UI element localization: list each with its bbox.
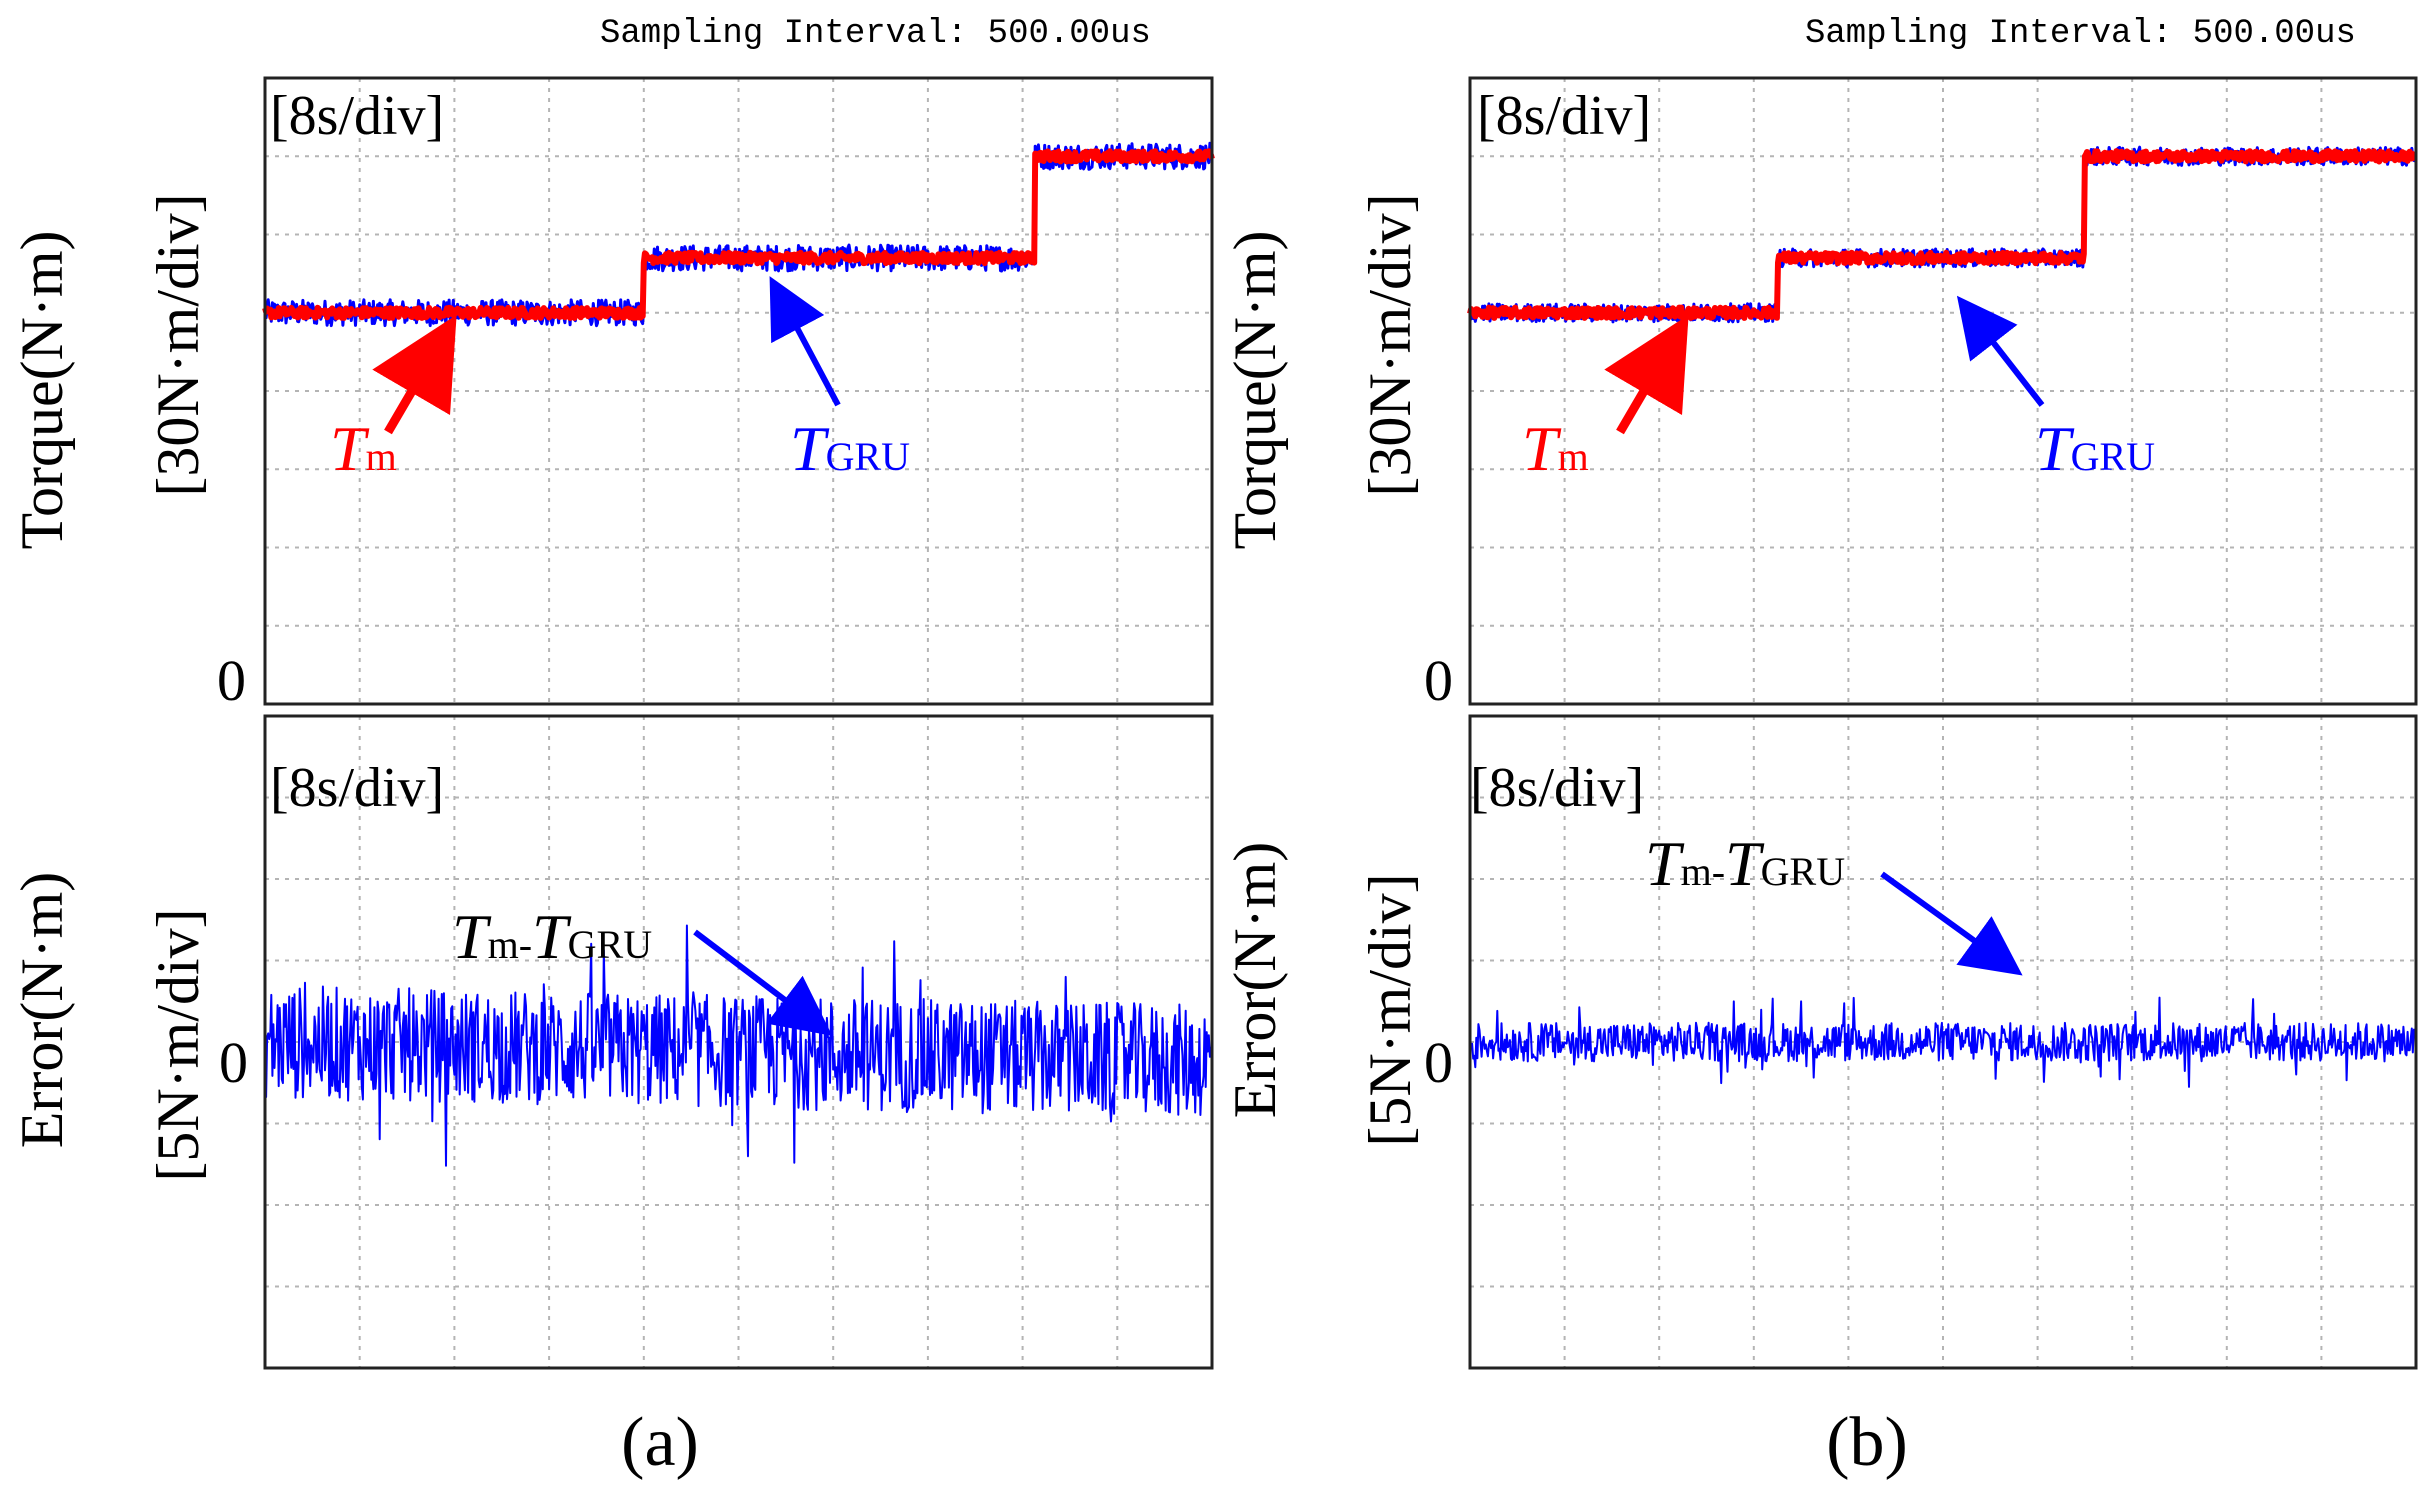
series-line-tm xyxy=(262,148,1215,321)
annotation-error: Tm-TGRU xyxy=(1645,828,2023,976)
y-axis-label: Error(N·m) xyxy=(9,872,75,1149)
grid-b-bottom xyxy=(1470,716,2416,1368)
error-chart-b: [8s/div] 0 Error(N·m) [5N·m/div] Tm-TGRU xyxy=(1222,714,2418,1370)
arrow-error xyxy=(1880,871,2023,976)
torque-chart-b: [8s/div] 0 Torque(N·m) [30N·m/div] Tm TG… xyxy=(1222,76,2418,713)
traces-b-bottom xyxy=(1469,996,2417,1088)
arrow-tgru xyxy=(1956,295,2045,407)
svg-text:TGRU: TGRU xyxy=(2035,413,2155,484)
plot-frame xyxy=(263,76,1214,706)
svg-text:Tm-TGRU: Tm-TGRU xyxy=(452,901,652,972)
y-scale-label: [30N·m/div] xyxy=(145,193,211,496)
series-line-tm-tgru xyxy=(1469,996,2417,1088)
sampling-interval-a: Sampling Interval: 500.00us xyxy=(600,15,1151,53)
arrow-tm xyxy=(1604,314,1689,435)
arrow-tgru xyxy=(769,276,841,407)
svg-text:TGRU: TGRU xyxy=(790,413,910,484)
sampling-interval-b: Sampling Interval: 500.00us xyxy=(1805,15,2356,53)
svg-text:Tm: Tm xyxy=(1522,413,1589,484)
y-axis-label: Error(N·m) xyxy=(1222,842,1288,1119)
y-axis-label: Torque(N·m) xyxy=(9,230,75,549)
tm-base: T xyxy=(330,413,370,484)
caption-b: (b) xyxy=(1826,1404,1908,1481)
annotation-tm: Tm xyxy=(1522,314,1689,484)
time-scale-label: [8s/div] xyxy=(270,85,444,147)
grid-a-top xyxy=(265,78,1212,704)
arrow-tm xyxy=(372,314,457,435)
y-zero-label: 0 xyxy=(1424,1030,1453,1095)
arrow-error xyxy=(693,929,833,1036)
annotation-tgru: TGRU xyxy=(1956,295,2155,484)
grid-a-bottom xyxy=(265,716,1212,1368)
traces-a-bottom xyxy=(264,924,1213,1167)
svg-text:Tm-TGRU: Tm-TGRU xyxy=(1645,828,1845,899)
torque-chart-a: [8s/div] 0 Torque(N·m) [30N·m/div] Tm TG… xyxy=(9,76,1215,713)
y-scale-label: [30N·m/div] xyxy=(1357,193,1423,496)
y-zero-label: 0 xyxy=(1424,648,1453,713)
error-chart-a: [8s/div] 0 Error(N·m) [5N·m/div] Tm-TGRU xyxy=(9,714,1214,1370)
annotation-error: Tm-TGRU xyxy=(452,901,833,1036)
y-zero-label: 0 xyxy=(219,1030,248,1095)
plot-frame xyxy=(1468,714,2418,1370)
time-scale-label: [8s/div] xyxy=(1470,757,1644,819)
time-scale-label: [8s/div] xyxy=(1477,85,1651,147)
tgru-sub: GRU xyxy=(826,434,911,479)
plot-frame xyxy=(263,714,1214,1370)
svg-text:Tm: Tm xyxy=(330,413,397,484)
annotation-tm: Tm xyxy=(330,314,457,484)
tm-sub: m xyxy=(366,434,397,479)
tgru-base: T xyxy=(790,413,830,484)
y-scale-label: [5N·m/div] xyxy=(1357,873,1423,1146)
caption-a: (a) xyxy=(621,1404,699,1481)
grid-b-top xyxy=(1470,78,2416,704)
annotation-tgru: TGRU xyxy=(769,276,910,484)
y-scale-label: [5N·m/div] xyxy=(145,908,211,1181)
traces-a-top xyxy=(262,141,1215,328)
time-scale-label: [8s/div] xyxy=(270,757,444,819)
y-zero-label: 0 xyxy=(217,648,246,713)
plot-frame xyxy=(1468,76,2418,706)
series-line-tm-tgru xyxy=(264,924,1213,1167)
y-axis-label: Torque(N·m) xyxy=(1222,230,1288,549)
